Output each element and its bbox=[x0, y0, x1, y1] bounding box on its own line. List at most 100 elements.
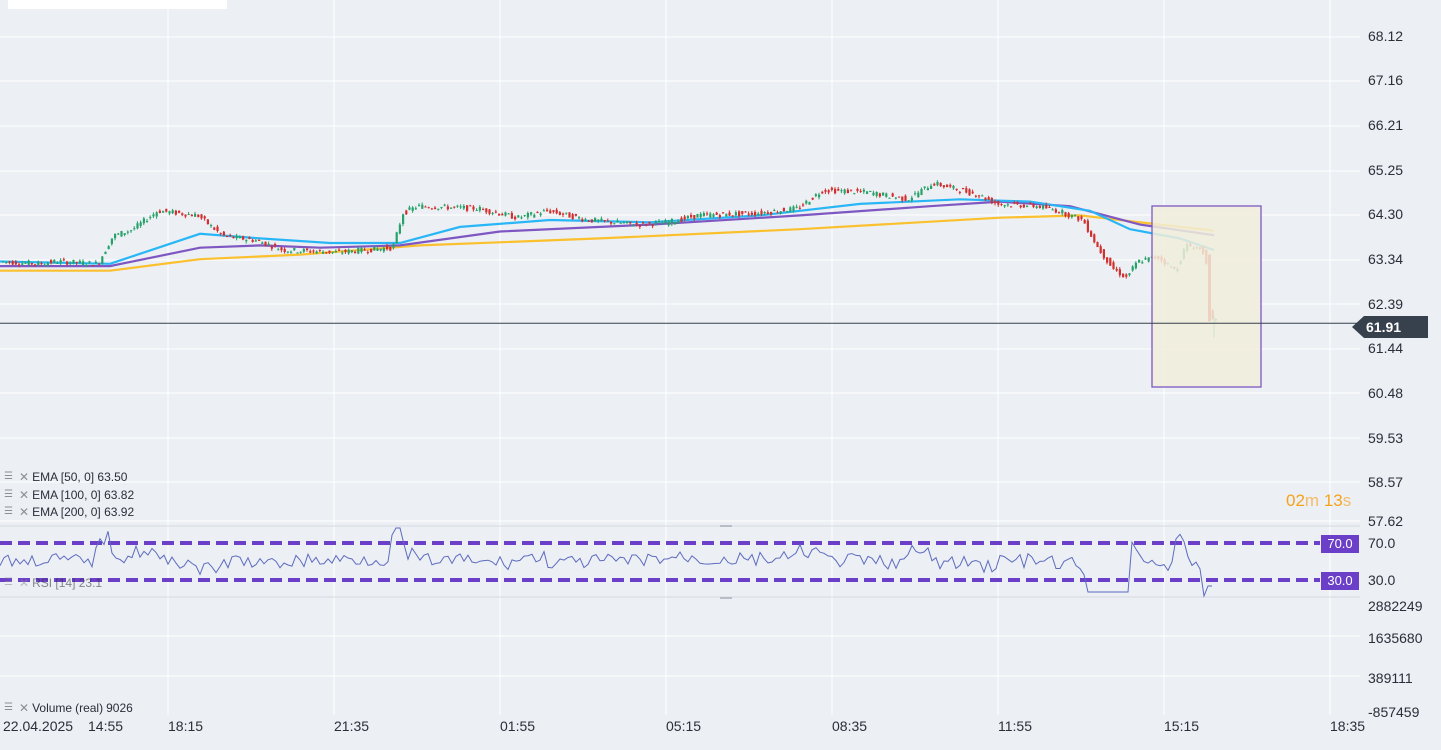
candle-body bbox=[843, 189, 846, 194]
candle-body bbox=[197, 214, 200, 217]
candle-body bbox=[862, 189, 865, 192]
close-icon[interactable]: ✕ bbox=[19, 701, 30, 715]
close-icon[interactable]: ✕ bbox=[19, 488, 30, 502]
candle-body bbox=[914, 193, 917, 195]
candle-body bbox=[62, 259, 65, 261]
close-icon[interactable]: ✕ bbox=[19, 576, 30, 590]
candle-body bbox=[424, 206, 427, 208]
legend-volume[interactable]: ☰ ✕ Volume (real) 9026 bbox=[4, 701, 133, 715]
candle-body bbox=[674, 222, 677, 224]
candle-body bbox=[1118, 269, 1121, 276]
candle-body bbox=[869, 191, 872, 193]
candle-body bbox=[690, 214, 693, 218]
candle-body bbox=[709, 213, 712, 218]
candle-body bbox=[78, 260, 81, 263]
candle-body bbox=[245, 240, 248, 242]
candle-body bbox=[1042, 205, 1045, 209]
candle-body bbox=[222, 231, 225, 236]
legend-ema200[interactable]: ☰ ✕ EMA [200, 0] 63.92 bbox=[4, 505, 134, 519]
settings-icon[interactable]: ☰ bbox=[4, 471, 13, 482]
candle-body bbox=[603, 220, 606, 222]
candle-body bbox=[517, 215, 520, 218]
candle-body bbox=[46, 263, 49, 266]
ema200-line bbox=[0, 214, 1215, 272]
candle-body bbox=[430, 208, 433, 210]
legend-ema100-text: EMA [100, 0] 63.82 bbox=[32, 488, 135, 502]
symbol-search-box[interactable] bbox=[8, 0, 227, 9]
candle-body bbox=[565, 212, 568, 214]
legend-ema100[interactable]: ☰ ✕ EMA [100, 0] 63.82 bbox=[4, 488, 134, 502]
settings-icon[interactable]: ☰ bbox=[4, 577, 13, 588]
candle-body bbox=[133, 228, 136, 230]
legend-volume-value: 9026 bbox=[106, 701, 133, 715]
candle-body bbox=[658, 220, 661, 222]
candle-body bbox=[648, 221, 651, 224]
candle-body bbox=[187, 214, 190, 216]
candle-body bbox=[139, 222, 142, 226]
candle-body bbox=[117, 233, 120, 235]
candle-body bbox=[920, 188, 923, 195]
candle-body bbox=[376, 248, 379, 251]
candle-body bbox=[478, 207, 481, 211]
candle-body bbox=[293, 247, 296, 251]
candle-body bbox=[1032, 204, 1035, 208]
candle-body bbox=[299, 251, 302, 253]
candle-body bbox=[382, 248, 385, 252]
candle-body bbox=[526, 213, 529, 218]
candle-body bbox=[955, 188, 958, 191]
candle-body bbox=[373, 246, 376, 251]
settings-icon[interactable]: ☰ bbox=[4, 489, 13, 500]
candle-body bbox=[974, 195, 977, 197]
candle-body bbox=[277, 249, 280, 251]
candle-body bbox=[782, 207, 785, 212]
candle-body bbox=[1029, 202, 1032, 204]
candle-body bbox=[101, 256, 104, 264]
candle-body bbox=[1128, 273, 1131, 276]
candle-body bbox=[386, 245, 389, 250]
candle-body bbox=[971, 191, 974, 194]
candle-body bbox=[328, 250, 331, 253]
candle-body bbox=[379, 248, 382, 251]
close-icon[interactable]: ✕ bbox=[19, 505, 30, 519]
candle-body bbox=[859, 190, 862, 192]
price-axis-label: 63.34 bbox=[1368, 251, 1404, 267]
candle-body bbox=[30, 262, 33, 265]
close-icon[interactable]: ✕ bbox=[19, 470, 30, 484]
candle-body bbox=[27, 260, 30, 265]
candle-body bbox=[322, 251, 325, 254]
candle-body bbox=[715, 212, 718, 215]
candle-body bbox=[1138, 259, 1141, 263]
candle-body bbox=[88, 261, 91, 263]
candle-body bbox=[235, 235, 238, 239]
ema50-line bbox=[0, 198, 1215, 265]
candle-body bbox=[1019, 205, 1022, 208]
candle-body bbox=[152, 214, 155, 217]
candle-body bbox=[773, 210, 776, 212]
volume-axis-label: 1635680 bbox=[1368, 630, 1423, 646]
candle-body bbox=[997, 200, 1000, 205]
candle-body bbox=[408, 207, 411, 210]
settings-icon[interactable]: ☰ bbox=[4, 506, 13, 517]
candle-body bbox=[456, 205, 459, 207]
candle-body bbox=[242, 236, 245, 240]
time-axis-label: 08:35 bbox=[832, 718, 868, 734]
candle-body bbox=[389, 247, 392, 251]
legend-ema50[interactable]: ☰ ✕ EMA [50, 0] 63.50 bbox=[4, 470, 127, 484]
price-axis-label: 64.30 bbox=[1368, 206, 1404, 222]
candle-body bbox=[261, 242, 264, 244]
candle-body bbox=[411, 207, 414, 211]
legend-rsi[interactable]: ☰ ✕ RSI [14] 23.1 bbox=[4, 576, 102, 590]
settings-icon[interactable]: ☰ bbox=[4, 702, 13, 713]
candle-body bbox=[542, 210, 545, 212]
candle-body bbox=[40, 263, 43, 265]
countdown-minutes: 02 bbox=[1286, 491, 1305, 510]
time-axis-label: 18:35 bbox=[1330, 718, 1366, 734]
candle-body bbox=[994, 201, 997, 204]
legend-ema200-text: EMA [200, 0] 63.92 bbox=[32, 505, 135, 519]
candle-body bbox=[1109, 257, 1112, 266]
price-axis-label: 62.39 bbox=[1368, 296, 1404, 312]
candle-body bbox=[600, 218, 603, 222]
current-price-tag: 61.91 bbox=[1352, 316, 1428, 338]
candle-body bbox=[766, 212, 769, 214]
